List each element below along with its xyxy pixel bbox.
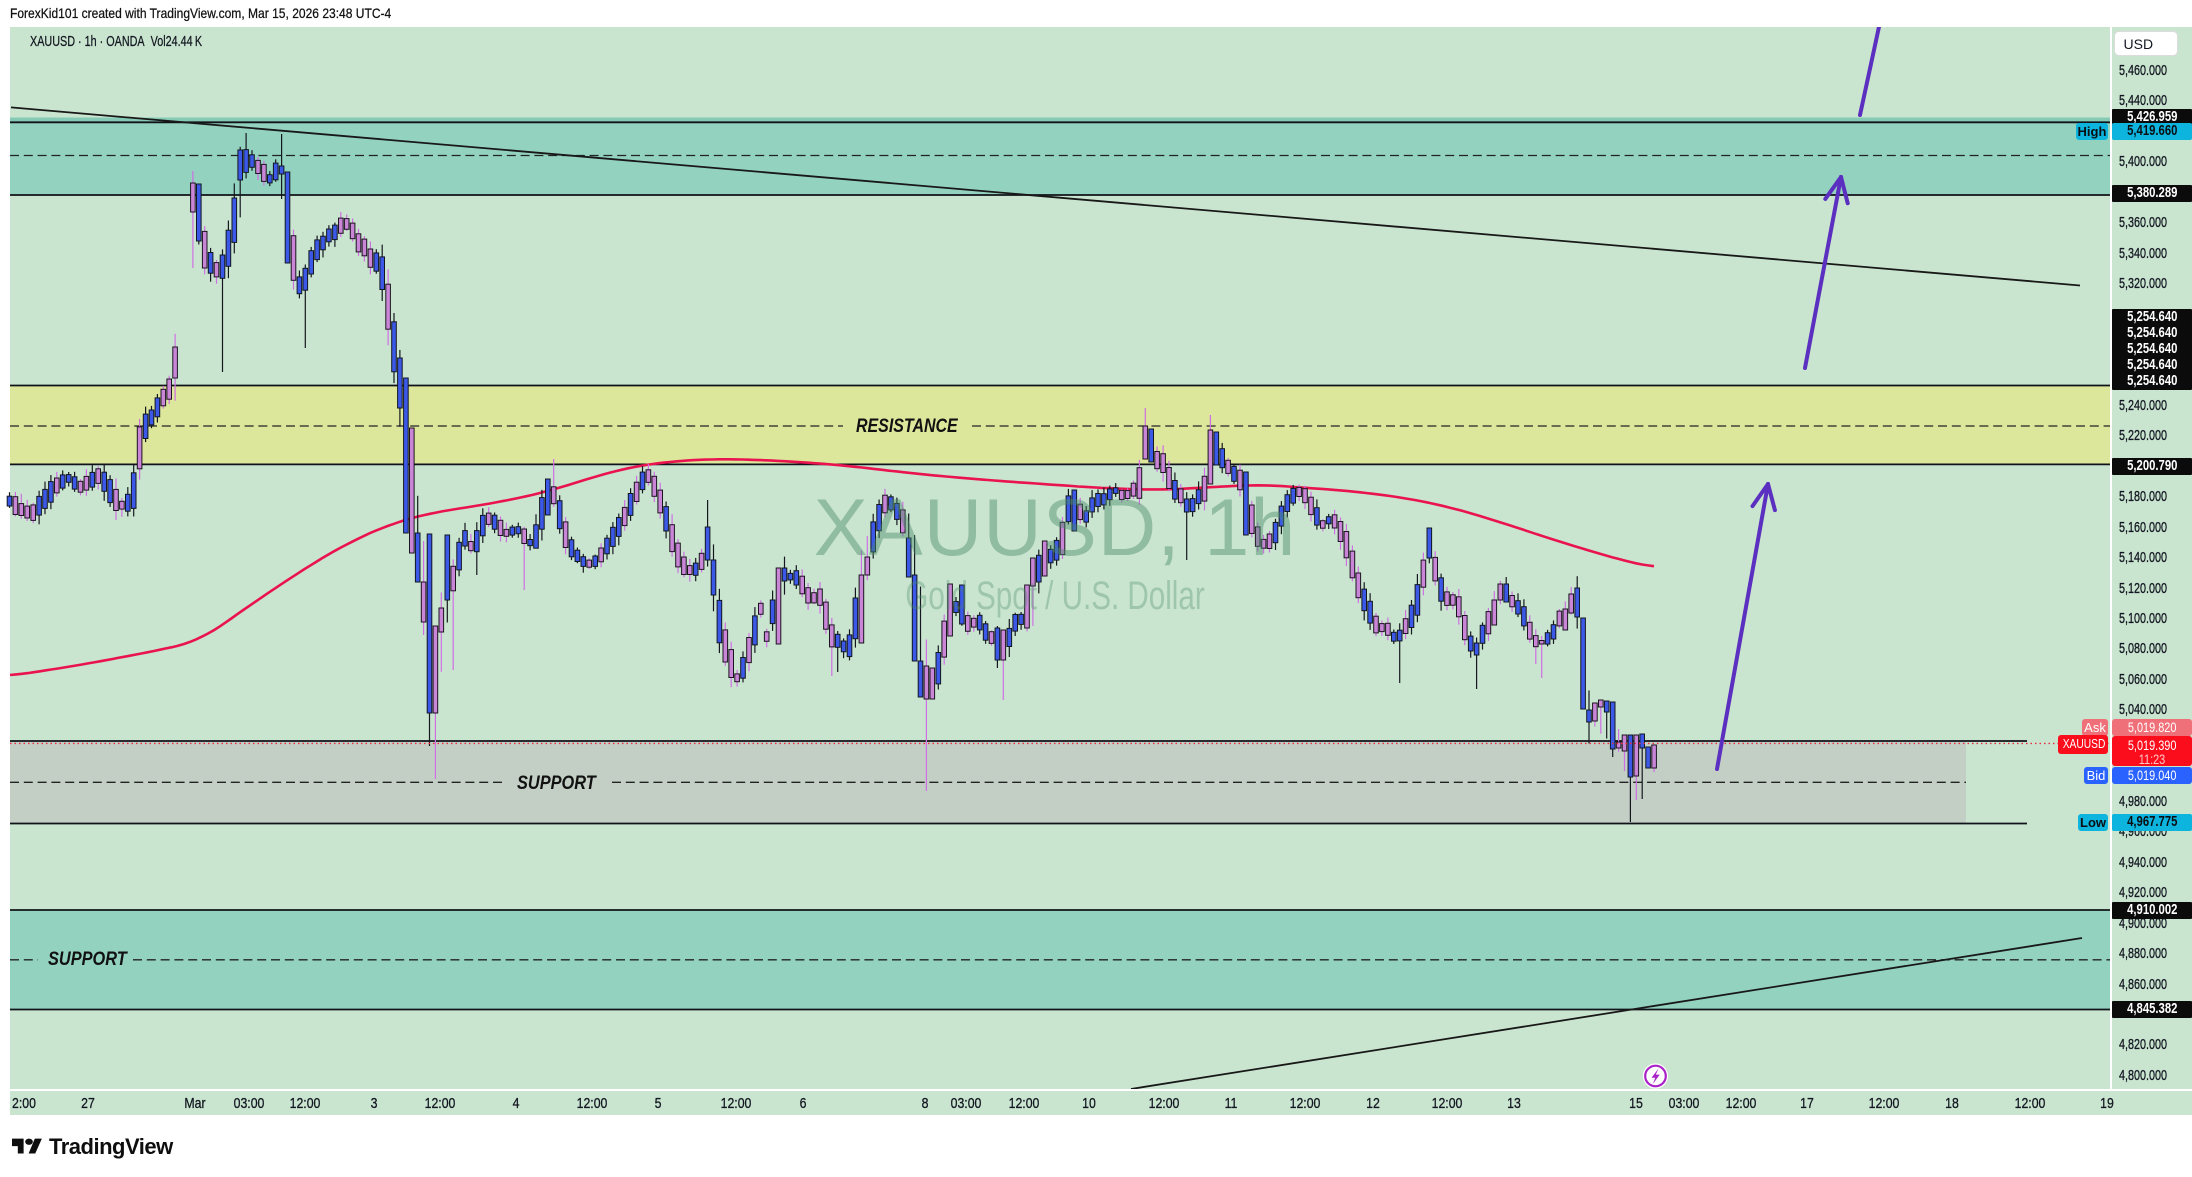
svg-text:TradingView: TradingView xyxy=(49,1134,174,1159)
